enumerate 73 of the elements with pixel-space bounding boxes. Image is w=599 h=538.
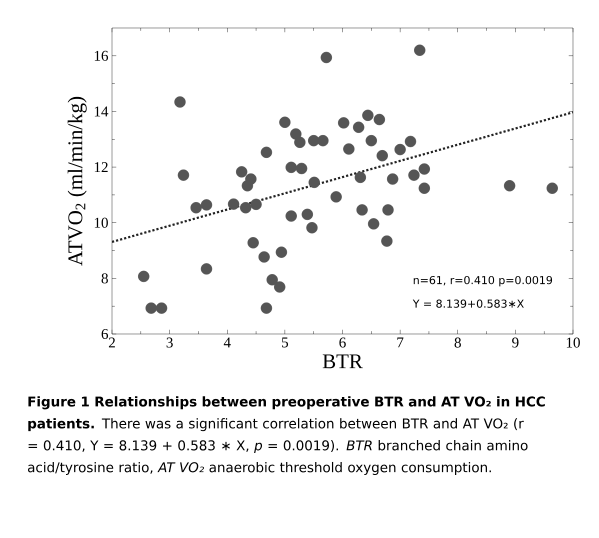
point	[240, 202, 252, 214]
point	[374, 114, 386, 126]
point	[352, 122, 364, 134]
x-tick-label: 3	[166, 338, 173, 348]
x-tick-label: 8	[454, 338, 461, 348]
point	[504, 180, 516, 192]
point	[200, 199, 212, 211]
y-tick-label: 16	[94, 50, 108, 61]
point	[236, 166, 248, 178]
point	[156, 302, 168, 314]
point	[418, 182, 430, 194]
point	[190, 202, 202, 214]
point	[247, 237, 259, 248]
x-axis-title: BTR	[322, 354, 363, 368]
point	[418, 163, 430, 175]
point	[386, 173, 398, 185]
point	[408, 169, 420, 181]
point	[302, 208, 314, 220]
point	[338, 117, 350, 129]
point	[308, 134, 320, 146]
point	[145, 302, 157, 314]
y-tick-label: 10	[94, 218, 108, 228]
point	[376, 150, 388, 162]
point	[266, 274, 278, 286]
x-tick-label: 4	[224, 338, 231, 348]
point	[306, 222, 318, 234]
point	[320, 52, 332, 64]
y-axis-title: ATVO$_{2}$ (ml/min/kg)	[68, 96, 87, 266]
point	[260, 146, 272, 158]
point	[286, 162, 297, 174]
point	[296, 162, 308, 174]
point	[546, 182, 558, 194]
point	[354, 172, 366, 184]
point	[274, 281, 286, 293]
point	[414, 44, 426, 56]
point	[308, 176, 320, 188]
point	[242, 180, 254, 192]
point	[394, 144, 406, 156]
point	[260, 302, 272, 314]
point	[343, 143, 355, 155]
point	[381, 235, 393, 247]
annotation: n=61, r=0.410 p=0.0019	[414, 276, 552, 286]
point	[279, 116, 291, 128]
x-tick-label: 6	[339, 338, 346, 348]
point	[368, 218, 380, 230]
point	[258, 251, 270, 263]
text: Figure 1 Relationships between preoperative BTR and AT VO₂ in HCC patients. There was a significant correlation between BTR and AT VO₂ (r = 0.410, Y = 8.139 + 0.583 ∗ X, p = 0.0019). BTR branched chain amino acid/tyrosine ratio, AT VO₂ anaerobic threshold oxygen consumption.	[28, 396, 545, 475]
x-tick-label: 7	[397, 338, 404, 348]
y-tick-label: 8	[102, 273, 108, 284]
point	[228, 198, 240, 210]
annotation: Y = 8.139+0.583∗X	[412, 300, 524, 308]
x-tick-label: 9	[512, 338, 518, 348]
y-tick-label: 14	[94, 106, 108, 116]
point	[382, 204, 394, 216]
y-tick-label: 6	[102, 328, 108, 340]
point	[174, 96, 186, 108]
point	[356, 204, 368, 216]
point	[178, 169, 190, 181]
point	[362, 110, 374, 122]
point	[276, 246, 288, 258]
x-tick-label: 10	[566, 338, 580, 348]
point	[317, 134, 329, 146]
point	[286, 210, 297, 222]
point	[294, 136, 306, 148]
point	[366, 134, 378, 146]
point	[138, 270, 150, 282]
point	[330, 191, 342, 203]
y-tick-label: 12	[94, 162, 108, 172]
point	[250, 198, 262, 210]
point	[200, 263, 212, 275]
x-tick-label: 5	[282, 338, 288, 348]
x-tick-label: 2	[108, 338, 115, 348]
point	[404, 136, 416, 148]
